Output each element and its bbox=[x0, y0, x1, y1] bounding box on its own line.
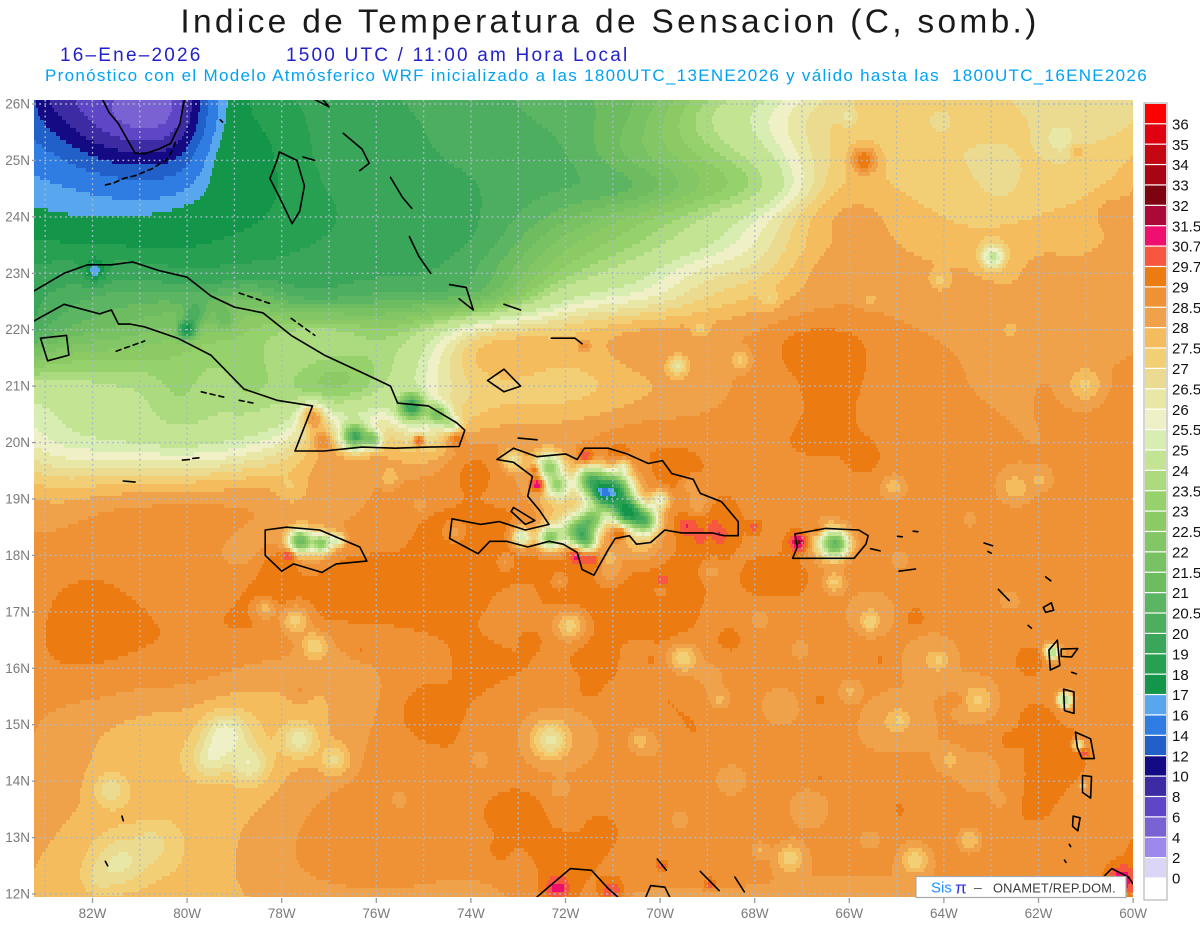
svg-text:35: 35 bbox=[1172, 137, 1189, 154]
svg-text:22N: 22N bbox=[5, 322, 30, 337]
svg-text:66W: 66W bbox=[835, 906, 863, 921]
svg-text:29.7: 29.7 bbox=[1172, 259, 1200, 276]
svg-text:1500 UTC / 11:00 am Hora Local: 1500 UTC / 11:00 am Hora Local bbox=[286, 45, 629, 66]
svg-text:70W: 70W bbox=[646, 906, 674, 921]
svg-text:Sis: Sis bbox=[931, 880, 952, 897]
svg-text:74W: 74W bbox=[457, 906, 485, 921]
svg-text:32: 32 bbox=[1172, 198, 1189, 215]
svg-text:18: 18 bbox=[1172, 667, 1189, 684]
svg-text:25: 25 bbox=[1172, 443, 1189, 460]
svg-text:25N: 25N bbox=[5, 153, 30, 168]
svg-text:82W: 82W bbox=[79, 906, 107, 921]
svg-text:25.5: 25.5 bbox=[1172, 422, 1200, 439]
svg-text:31.5: 31.5 bbox=[1172, 218, 1200, 235]
svg-text:16N: 16N bbox=[5, 661, 30, 676]
svg-text:ONAMET/REP.DOM.: ONAMET/REP.DOM. bbox=[993, 881, 1116, 896]
svg-text:27: 27 bbox=[1172, 361, 1189, 378]
svg-text:17: 17 bbox=[1172, 687, 1189, 704]
svg-text:18N: 18N bbox=[5, 548, 30, 563]
svg-text:27.5: 27.5 bbox=[1172, 341, 1200, 358]
svg-text:30.7: 30.7 bbox=[1172, 239, 1200, 256]
svg-text:23.5: 23.5 bbox=[1172, 483, 1200, 500]
svg-text:π: π bbox=[955, 879, 967, 898]
svg-text:29: 29 bbox=[1172, 280, 1189, 297]
svg-text:76W: 76W bbox=[362, 906, 390, 921]
svg-text:17N: 17N bbox=[5, 604, 30, 619]
svg-text:8: 8 bbox=[1172, 789, 1180, 806]
svg-text:20N: 20N bbox=[5, 435, 30, 450]
svg-text:36: 36 bbox=[1172, 116, 1189, 133]
svg-text:14: 14 bbox=[1172, 728, 1189, 745]
svg-text:2: 2 bbox=[1172, 850, 1180, 867]
svg-text:20.5: 20.5 bbox=[1172, 606, 1200, 623]
svg-text:Indice de Temperatura de Sensa: Indice de Temperatura de Sensacion (C, s… bbox=[180, 4, 1039, 41]
svg-text:–: – bbox=[974, 879, 982, 895]
svg-text:24: 24 bbox=[1172, 463, 1189, 480]
svg-text:23N: 23N bbox=[5, 266, 30, 281]
svg-text:33: 33 bbox=[1172, 178, 1189, 195]
svg-text:13N: 13N bbox=[5, 830, 30, 845]
svg-text:0: 0 bbox=[1172, 871, 1180, 888]
svg-text:21: 21 bbox=[1172, 585, 1189, 602]
svg-text:19N: 19N bbox=[5, 492, 30, 507]
svg-text:26: 26 bbox=[1172, 402, 1189, 419]
svg-text:22: 22 bbox=[1172, 545, 1189, 562]
svg-text:60W: 60W bbox=[1119, 906, 1147, 921]
svg-text:15N: 15N bbox=[5, 717, 30, 732]
svg-text:78W: 78W bbox=[268, 906, 296, 921]
svg-text:68W: 68W bbox=[741, 906, 769, 921]
svg-text:26.5: 26.5 bbox=[1172, 381, 1200, 398]
svg-text:16: 16 bbox=[1172, 708, 1189, 725]
svg-text:26N: 26N bbox=[5, 97, 30, 112]
svg-text:28.5: 28.5 bbox=[1172, 300, 1200, 317]
svg-text:80W: 80W bbox=[173, 906, 201, 921]
svg-text:64W: 64W bbox=[930, 906, 958, 921]
svg-text:10: 10 bbox=[1172, 769, 1189, 786]
svg-text:6: 6 bbox=[1172, 810, 1180, 827]
svg-text:20: 20 bbox=[1172, 626, 1189, 643]
svg-text:21N: 21N bbox=[5, 379, 30, 394]
svg-text:Pronóstico con el Modelo Atmós: Pronóstico con el Modelo Atmósferico WRF… bbox=[45, 66, 1148, 85]
svg-text:22.5: 22.5 bbox=[1172, 524, 1200, 541]
svg-text:19: 19 bbox=[1172, 646, 1189, 663]
svg-text:14N: 14N bbox=[5, 774, 30, 789]
svg-text:72W: 72W bbox=[552, 906, 580, 921]
svg-text:12N: 12N bbox=[5, 887, 30, 902]
svg-text:16–Ene–2026: 16–Ene–2026 bbox=[60, 45, 203, 66]
svg-text:21.5: 21.5 bbox=[1172, 565, 1200, 582]
svg-text:4: 4 bbox=[1172, 830, 1180, 847]
svg-text:12: 12 bbox=[1172, 748, 1189, 765]
svg-text:24N: 24N bbox=[5, 209, 30, 224]
svg-text:62W: 62W bbox=[1025, 906, 1053, 921]
svg-text:34: 34 bbox=[1172, 157, 1189, 174]
svg-text:23: 23 bbox=[1172, 504, 1189, 521]
svg-text:28: 28 bbox=[1172, 320, 1189, 337]
